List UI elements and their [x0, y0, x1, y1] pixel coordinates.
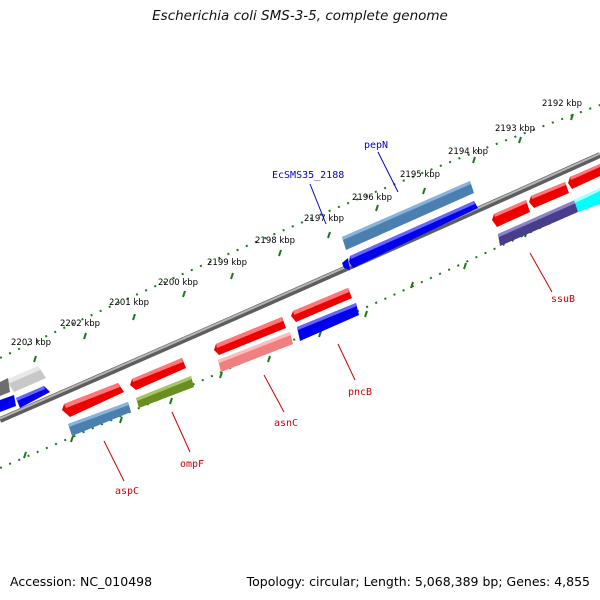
ruler-label: 2193 kbp — [495, 124, 535, 134]
label-leaders — [103, 151, 553, 482]
ruler-label: 2200 kbp — [158, 278, 198, 288]
gene-label-aspC[interactable]: aspC — [115, 486, 139, 497]
genome-summary-text: Topology: circular; Length: 5,068,389 bp… — [246, 574, 590, 589]
ruler-label: 2202 kbp — [60, 319, 100, 329]
gene-pncB-outer[interactable] — [291, 288, 352, 322]
ruler-label: 2198 kbp — [255, 236, 295, 246]
gene-feature[interactable] — [0, 378, 10, 396]
gene-feature[interactable] — [16, 386, 50, 408]
gene-label-ompF[interactable]: ompF — [180, 459, 204, 470]
ruler-label: 2194 kbp — [448, 147, 488, 157]
accession-text: Accession: NC_010498 — [10, 574, 153, 589]
ruler-label: 2203 kbp — [11, 338, 51, 348]
ruler-label: 2196 kbp — [352, 193, 392, 203]
gene-asnC-inner[interactable] — [218, 332, 293, 372]
genome-backbone — [0, 152, 600, 423]
genome-backbone-highlight — [0, 152, 600, 420]
gene-aspC-inner[interactable] — [68, 402, 131, 436]
gene-ssuB[interactable] — [498, 200, 578, 246]
gene-aspC-outer[interactable] — [62, 383, 124, 417]
gene-label-EcSMS35_2188[interactable]: EcSMS35_2188 — [272, 170, 344, 181]
map-title: Escherichia coli SMS-3-5, complete genom… — [152, 8, 448, 24]
gene-ompF[interactable] — [136, 376, 194, 408]
gene-pepN-outer[interactable] — [342, 181, 474, 250]
gene-label-asnC[interactable]: asnC — [274, 418, 298, 429]
ruler-label: 2192 kbp — [542, 99, 582, 109]
gene-asnC-outer[interactable] — [214, 317, 286, 355]
gene-pncB-inner[interactable] — [297, 303, 359, 341]
gene-label-ssuB[interactable]: ssuB — [551, 294, 575, 305]
ruler-label: 2199 kbp — [207, 258, 247, 268]
gene-feature[interactable] — [568, 164, 600, 189]
gene-label-pepN[interactable]: pepN — [364, 140, 388, 151]
ruler-label: 2201 kbp — [109, 298, 149, 308]
gene-pepN-inner[interactable] — [349, 201, 478, 268]
gene-feature[interactable] — [0, 395, 16, 412]
ruler-label: 2195 kbp — [400, 170, 440, 180]
ruler-labels: 2192 kbp 2193 kbp 2194 kbp 2195 kbp 2196… — [11, 99, 582, 348]
gene-feature[interactable] — [6, 366, 46, 392]
outer-ruler-track — [0, 104, 600, 359]
gene-feature[interactable] — [574, 188, 600, 212]
gene-feature[interactable] — [529, 182, 569, 208]
gene-label-pncB[interactable]: pncB — [348, 387, 372, 398]
gene-feature[interactable] — [492, 200, 530, 227]
gene-feature[interactable] — [130, 358, 186, 390]
gene-EcSMS35_2188[interactable] — [342, 258, 350, 270]
outer-ruler-major-ticks — [33, 113, 574, 363]
